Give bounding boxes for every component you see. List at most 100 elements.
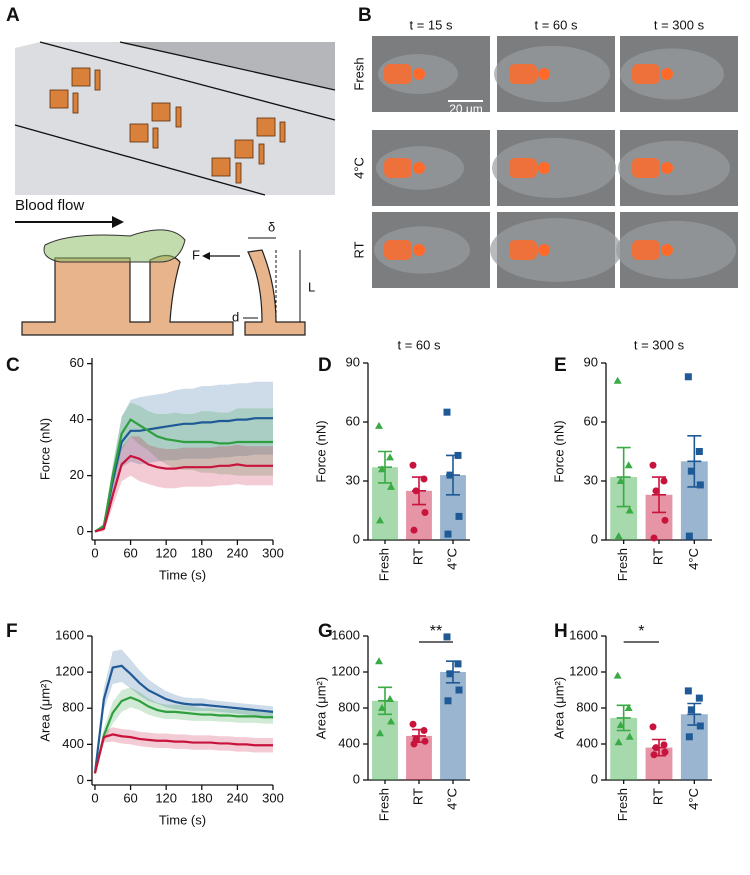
error-bar [378,450,392,484]
line [93,733,273,774]
data-point [455,512,463,520]
y-tick-label: 0 [77,772,84,787]
error-band [94,649,273,776]
y-tick-label: 0 [591,531,598,546]
data-point [454,451,462,459]
y-tick-label: 1600 [569,627,598,642]
data-point [454,660,462,668]
data-point [420,727,428,734]
data-point [625,732,634,740]
y-tick-label: 90 [584,354,598,369]
y-tick-label: 60 [346,413,360,428]
pillar-glow [384,240,412,260]
panel-label: H [554,621,568,642]
data-point [684,373,692,381]
cell-body [616,220,736,280]
x-tick-label: RT [650,788,665,805]
time-label: t = 15 s [410,17,453,32]
y-tick-label: 40 [70,411,84,426]
data-point [652,744,660,752]
data-point [661,748,669,756]
data-point [375,421,383,429]
data-point [613,671,622,679]
data-point [387,482,395,490]
x-tick-label: 120 [155,545,177,560]
panel-label: B [358,5,372,26]
data-point [614,532,623,540]
pillar-glow [509,64,537,84]
condition-label: 4°C [351,157,366,179]
flow-label: Blood flow [15,197,84,214]
data-point [624,704,633,711]
pillar-glow [413,162,425,174]
y-tick-label: 0 [591,771,598,786]
micrograph-grid: t = 15 s t = 60 s t = 300 s Fresh 4°C RT 20 μm [351,17,738,288]
data-point [455,686,463,694]
pillar-glow [538,244,550,256]
y-tick-label: 400 [62,736,84,751]
y-tick-label: 800 [576,699,598,714]
x-tick-label: Fresh [615,788,630,821]
y-tick-label: 1200 [55,664,84,679]
pillar-glow [413,68,425,80]
data-point [378,465,386,473]
cell-body [618,140,730,196]
force-label: F [192,247,200,262]
panel-label: G [318,621,333,642]
data-point [660,477,668,485]
data-point [412,487,420,495]
cell-body [490,218,622,282]
data-point [421,737,429,745]
data-point [443,633,451,641]
data-point [625,506,634,514]
y-tick-label: 20 [70,467,84,482]
x-tick-label: 4°C [444,788,459,810]
data-point [420,475,428,483]
y-axis-label: Force (nN) [37,418,52,480]
channel-diagram [14,41,336,336]
data-point [650,534,658,542]
length-label: L [308,279,315,294]
y-tick-label: 60 [70,355,84,370]
x-tick-label: 180 [191,545,213,560]
scale-bar-label: 20 μm [449,102,483,116]
data-point [687,467,695,475]
deflection-label: δ [268,219,275,234]
data-point [376,516,384,524]
y-tick-label: 1200 [569,663,598,678]
y-tick-label: 400 [338,735,360,750]
data-point [687,706,695,714]
line [93,664,274,774]
error-bar [616,446,631,508]
y-axis-label: Area (μm²) [37,679,52,741]
cell-body [492,138,616,198]
data-point [446,670,454,678]
y-tick-label: 1600 [55,627,84,642]
data-point [376,729,384,737]
x-axis-label: Time (s) [159,567,206,582]
y-tick-label: 90 [346,354,360,369]
error-band [94,727,273,776]
chart-title: t = 300 s [634,337,685,352]
y-axis-label: Force (nN) [313,420,328,482]
error-band [94,436,273,532]
pillar-glow [384,64,412,84]
y-axis-label: Area (μm²) [313,677,328,739]
condition-label: RT [351,241,366,258]
error-band [94,381,273,532]
y-axis-label: Area (μm²) [551,677,566,739]
error-bar [652,476,666,514]
x-tick-label: RT [410,548,425,565]
y-axis-label: Force (nN) [551,420,566,482]
data-point [695,694,703,702]
data-point [444,697,452,705]
data-point [375,657,383,665]
data-point [684,687,692,695]
data-point [387,717,395,725]
data-point [696,481,704,489]
data-point [695,448,703,455]
panel-label: A [6,5,20,26]
data-point [378,704,386,711]
y-tick-label: 400 [576,735,598,750]
data-point [410,740,418,748]
